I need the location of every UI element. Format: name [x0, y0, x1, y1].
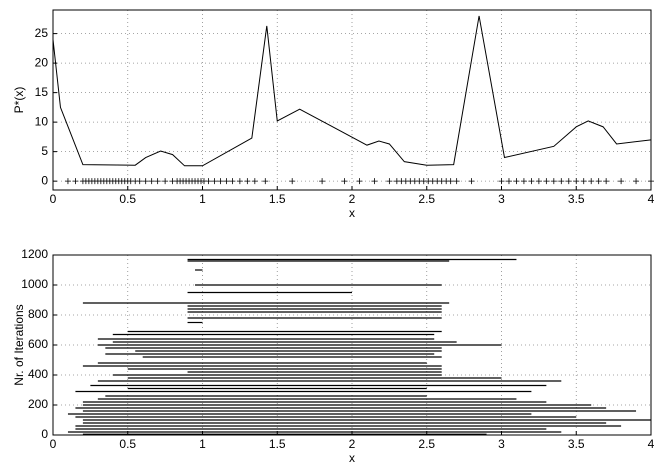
x-tick-label: 1.5	[269, 192, 286, 206]
axes-frame	[52, 9, 652, 191]
x-tick-label: 0.5	[119, 192, 136, 206]
y-tick-label: 0	[41, 427, 48, 441]
y-tick-label: 400	[28, 367, 48, 381]
x-tick-label: 0.5	[119, 437, 136, 451]
sample-marker	[162, 178, 169, 185]
sample-marker	[289, 178, 296, 185]
x-tick-label: 3	[498, 437, 505, 451]
sample-marker	[618, 178, 625, 185]
sample-marker	[520, 178, 527, 185]
sample-marker	[535, 178, 542, 185]
sample-marker	[136, 178, 143, 185]
sample-marker	[229, 178, 236, 185]
x-tick-label: 1.5	[269, 437, 286, 451]
sample-marker	[217, 178, 224, 185]
sample-marker	[498, 178, 505, 185]
sample-marker	[580, 178, 587, 185]
sample-marker	[550, 178, 557, 185]
sample-marker	[251, 178, 258, 185]
y-tick-label: 5	[41, 144, 48, 158]
y-tick-label: 15	[35, 85, 49, 99]
x-tick-label: 3.5	[568, 192, 585, 206]
sample-marker	[244, 178, 251, 185]
x-axis-label: x	[349, 206, 355, 220]
sample-marker	[142, 178, 149, 185]
x-tick-label: 3	[498, 192, 505, 206]
sample-marker	[453, 178, 460, 185]
sample-marker	[633, 178, 640, 185]
sample-marker	[513, 178, 520, 185]
sample-marker	[262, 178, 269, 185]
sample-marker	[371, 178, 378, 185]
x-tick-label: 2.5	[418, 437, 435, 451]
sample-marker	[386, 178, 393, 185]
y-tick-label: 0	[41, 173, 48, 187]
x-tick-label: 1	[199, 192, 206, 206]
sample-marker	[211, 178, 218, 185]
sample-marker	[468, 178, 475, 185]
sample-marker	[319, 178, 326, 185]
sample-marker	[236, 178, 243, 185]
sample-marker	[447, 178, 454, 185]
sample-marker	[543, 178, 550, 185]
x-tick-label: 1	[199, 437, 206, 451]
axes-frame	[52, 254, 652, 436]
sample-marker	[154, 178, 161, 185]
y-tick-label: 1000	[21, 277, 48, 291]
y-axis-label: P*(x)	[12, 87, 26, 114]
curve	[52, 15, 652, 167]
sample-marker	[528, 178, 535, 185]
y-tick-label: 200	[28, 397, 48, 411]
y-tick-label: 600	[28, 337, 48, 351]
sample-marker	[505, 178, 512, 185]
sample-marker	[648, 178, 654, 185]
sample-marker	[223, 178, 230, 185]
y-tick-label: 1200	[21, 247, 48, 261]
sample-marker	[205, 178, 212, 185]
y-axis-label: Nr. of Iterations	[12, 304, 26, 385]
sample-marker	[595, 178, 602, 185]
x-axis-label: x	[349, 451, 355, 465]
sample-marker	[565, 178, 572, 185]
y-tick-label: 25	[35, 26, 49, 40]
sample-marker	[603, 178, 610, 185]
sample-marker	[72, 178, 79, 185]
y-tick-label: 800	[28, 307, 48, 321]
sample-marker	[356, 178, 363, 185]
x-tick-label: 2	[349, 192, 356, 206]
x-tick-label: 0	[50, 437, 57, 451]
y-tick-label: 10	[35, 114, 49, 128]
sample-marker	[558, 178, 565, 185]
x-tick-label: 2.5	[418, 192, 435, 206]
x-tick-label: 4	[648, 437, 655, 451]
x-tick-label: 4	[648, 192, 655, 206]
x-tick-label: 3.5	[568, 437, 585, 451]
y-tick-label: 20	[35, 55, 49, 69]
sample-marker	[588, 178, 595, 185]
sample-marker	[341, 178, 348, 185]
x-tick-label: 0	[50, 192, 57, 206]
sample-marker	[148, 178, 155, 185]
sample-marker	[64, 178, 71, 185]
x-tick-label: 2	[349, 437, 356, 451]
sample-marker	[573, 178, 580, 185]
